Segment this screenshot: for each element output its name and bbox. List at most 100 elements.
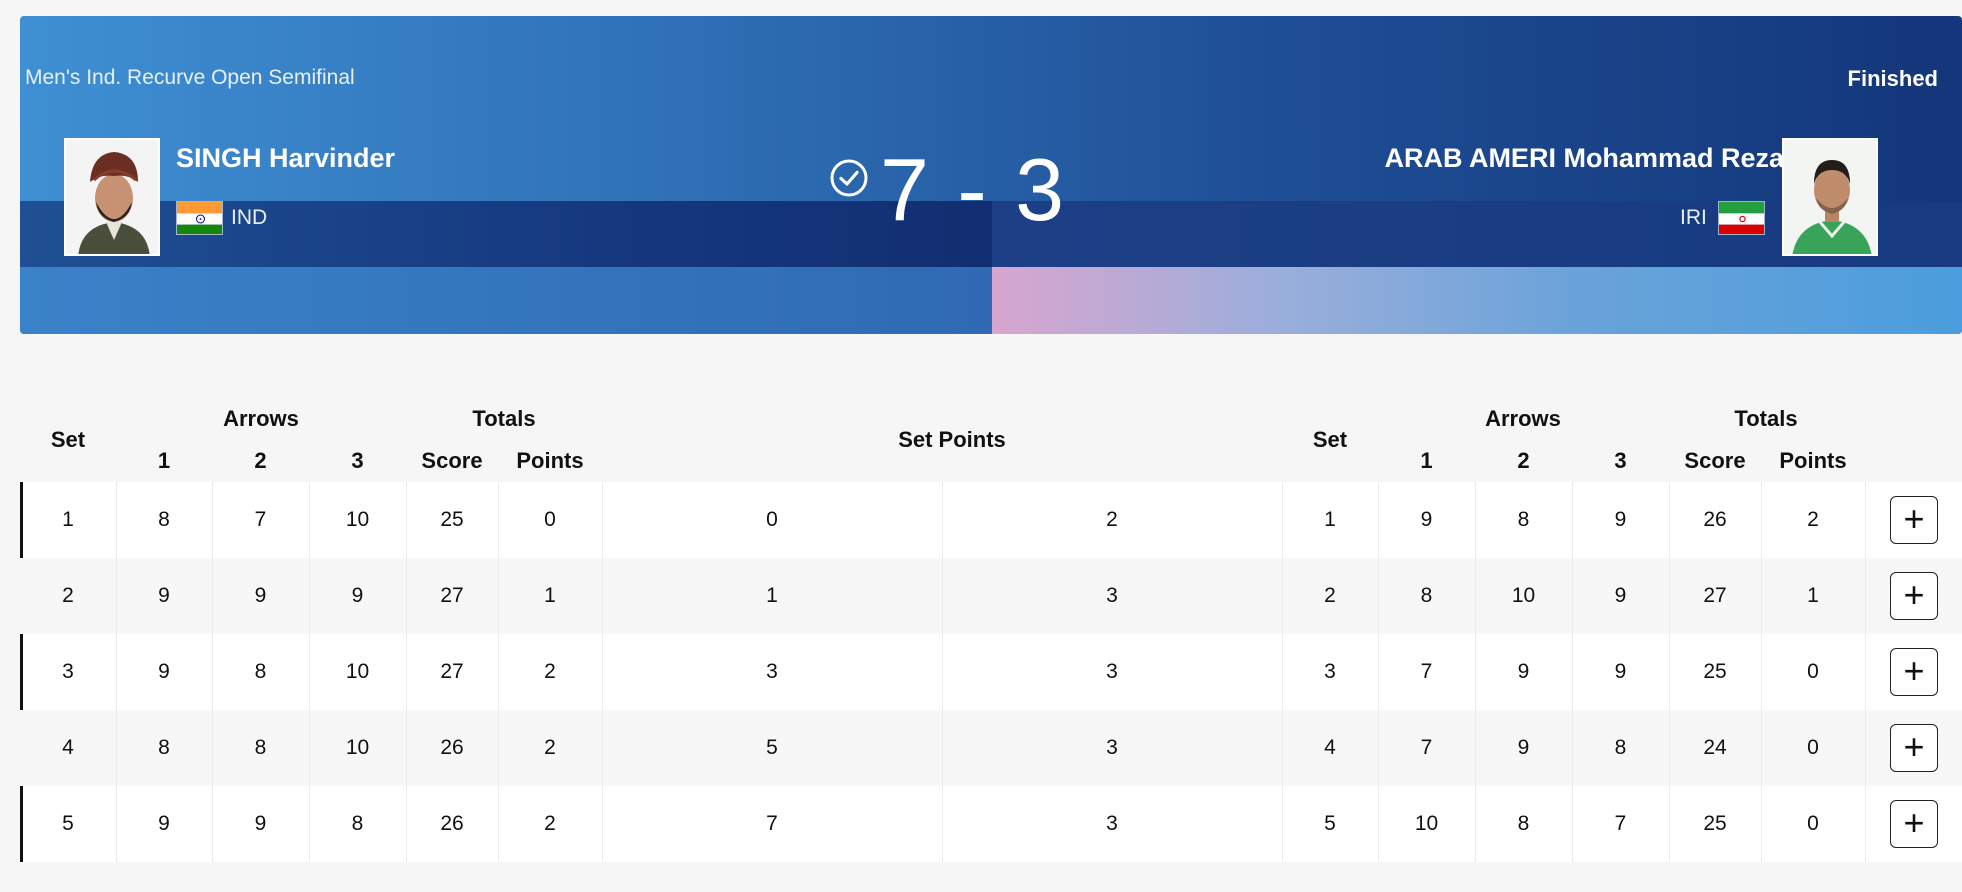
header-arrow-3-right: 3 (1614, 448, 1627, 473)
set-score: 26 (440, 736, 464, 759)
expand-row-button[interactable]: + (1890, 496, 1938, 544)
table-row: 1 8 7 10 25 0 0 2 1 9 8 9 26 2 + (20, 482, 1962, 558)
arrow-score: 8 (158, 508, 170, 531)
arrow-score: 7 (1420, 660, 1433, 683)
header-score-left: Score (421, 448, 483, 473)
arrow-score: 7 (1420, 736, 1433, 759)
winner-marker (20, 786, 23, 862)
match-score: 7 - 3 (880, 140, 1067, 239)
set-score: 27 (440, 660, 464, 683)
header-points-left: Points (516, 448, 584, 473)
set-score: 25 (1703, 660, 1727, 683)
set-score: 27 (440, 584, 464, 607)
athlete-noc-right: IRI (1680, 206, 1707, 229)
header-arrow-1-left: 1 (157, 448, 171, 473)
table-row: 2 9 9 9 27 1 1 3 2 8 10 9 27 1 + (20, 558, 1962, 634)
cumulative-set-points-right: 3 (1106, 736, 1118, 759)
cumulative-set-points-right: 3 (1106, 660, 1118, 683)
header-set-left: Set (50, 427, 86, 452)
match-status: Finished (1847, 66, 1938, 91)
set-points: 1 (1807, 584, 1819, 607)
arrow-score: 7 (254, 508, 267, 531)
set-number-left: 4 (62, 736, 74, 759)
arrow-score: 9 (1517, 660, 1530, 683)
arrow-score: 9 (254, 812, 267, 835)
cumulative-set-points-left: 5 (766, 736, 778, 759)
winner-marker (20, 634, 23, 710)
set-points: 2 (544, 736, 556, 759)
expand-row-button[interactable]: + (1890, 572, 1938, 620)
arrow-score: 8 (1517, 508, 1530, 531)
arrow-score: 7 (1614, 812, 1627, 835)
arrow-score: 9 (158, 812, 170, 835)
set-number-right: 3 (1324, 660, 1336, 683)
arrow-score: 10 (345, 508, 370, 531)
event-title: Men's Ind. Recurve Open Semifinal (25, 66, 355, 89)
header-arrows-right: Arrows (1485, 406, 1561, 431)
set-points: 2 (544, 812, 556, 835)
arrow-score: 8 (351, 812, 364, 835)
set-points: 1 (544, 584, 556, 607)
arrow-score: 8 (1614, 736, 1627, 759)
set-points: 0 (1807, 660, 1819, 683)
banner-band (20, 267, 992, 334)
cumulative-set-points-right: 3 (1106, 812, 1118, 835)
table-row: 5 9 9 8 26 2 7 3 5 10 8 7 25 0 + (20, 786, 1962, 862)
header-points-right: Points (1779, 448, 1847, 473)
header-arrow-3-left: 3 (351, 448, 364, 473)
cumulative-set-points-left: 0 (766, 508, 778, 531)
iran-flag-icon (1718, 201, 1765, 235)
arrow-score: 10 (345, 736, 370, 759)
expand-row-button[interactable]: + (1890, 724, 1938, 772)
set-score: 25 (1703, 812, 1727, 835)
arrow-score: 9 (1614, 508, 1627, 531)
cumulative-set-points-left: 3 (766, 660, 778, 683)
table-header: Set Arrows Totals 1 2 3 Score Points Set… (20, 396, 1962, 482)
set-number-right: 5 (1324, 812, 1336, 835)
set-number-right: 4 (1324, 736, 1336, 759)
set-number-left: 2 (62, 584, 74, 607)
header-set-points: Set Points (898, 427, 1006, 452)
arrow-score: 8 (254, 736, 267, 759)
table-row: 4 8 8 10 26 2 5 3 4 7 9 8 24 0 + (20, 710, 1962, 786)
set-points: 0 (544, 508, 556, 531)
header-totals-left: Totals (472, 406, 536, 431)
set-number-left: 1 (62, 508, 74, 531)
banner-band (992, 267, 1962, 334)
arrow-score: 9 (1420, 508, 1433, 531)
arrow-score: 8 (1420, 584, 1433, 607)
india-flag-icon (176, 201, 223, 235)
cumulative-set-points-left: 7 (766, 812, 778, 835)
header-arrows-left: Arrows (223, 406, 299, 431)
set-score: 24 (1703, 736, 1727, 759)
arrow-score: 9 (158, 584, 170, 607)
set-number-right: 1 (1324, 508, 1336, 531)
arrow-score: 8 (254, 660, 267, 683)
arrow-score: 9 (254, 584, 267, 607)
athlete-name-left: SINGH Harvinder (176, 143, 396, 173)
athlete-photo-right (1782, 138, 1878, 256)
scores-table: Set Arrows Totals 1 2 3 Score Points Set… (20, 396, 1962, 892)
athlete-name-right: ARAB AMERI Mohammad Reza (1384, 143, 1784, 173)
set-points: 2 (544, 660, 556, 683)
header-score-right: Score (1684, 448, 1746, 473)
expand-row-button[interactable]: + (1890, 648, 1938, 696)
cumulative-set-points-left: 1 (766, 584, 778, 607)
expand-row-button[interactable]: + (1890, 800, 1938, 848)
arrow-score: 9 (1517, 736, 1530, 759)
header-arrow-2-left: 2 (254, 448, 267, 473)
arrow-score: 9 (1614, 660, 1627, 683)
header-set-right: Set (1312, 427, 1348, 452)
set-points: 0 (1807, 736, 1819, 759)
set-points: 2 (1807, 508, 1819, 531)
header-arrow-2-right: 2 (1517, 448, 1530, 473)
set-points: 0 (1807, 812, 1819, 835)
set-score: 25 (440, 508, 464, 531)
set-score: 27 (1703, 584, 1727, 607)
set-score: 26 (440, 812, 464, 835)
arrow-score: 9 (351, 584, 364, 607)
check-circle-icon (830, 159, 868, 197)
header-arrow-1-right: 1 (1420, 448, 1433, 473)
arrow-score: 8 (158, 736, 170, 759)
banner-band (20, 201, 992, 267)
